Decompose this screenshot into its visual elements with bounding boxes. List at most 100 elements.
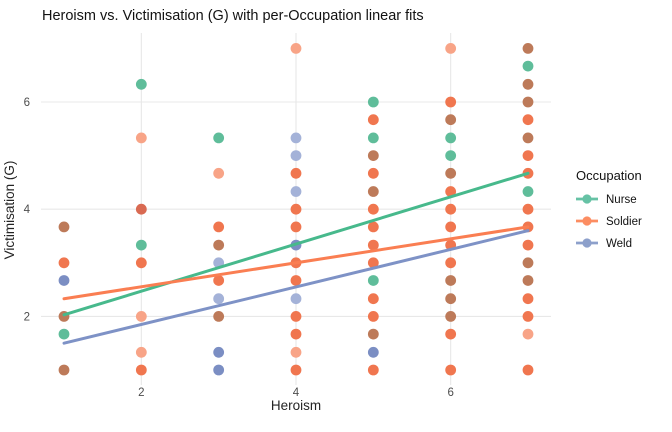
data-point (58, 275, 70, 286)
legend-key-dot (582, 216, 592, 226)
x-axis-tick-label: 2 (138, 387, 144, 399)
data-point (445, 311, 457, 322)
data-point (367, 239, 379, 251)
fit-lines (62, 171, 530, 345)
data-point (367, 293, 379, 305)
data-point (445, 203, 457, 215)
data-point (135, 239, 147, 251)
data-point (290, 275, 302, 286)
fit-line-weld (62, 229, 530, 345)
data-point (522, 186, 534, 197)
data-point (445, 96, 457, 108)
data-point (58, 257, 70, 269)
data-point (522, 96, 534, 108)
data-point (135, 132, 147, 144)
legend-key-dot (582, 238, 592, 248)
legend-key-dot (582, 194, 592, 204)
data-point (213, 293, 225, 305)
data-point (445, 43, 457, 54)
y-axis-tick-label: 4 (24, 204, 31, 216)
data-point (290, 150, 302, 162)
data-point (135, 311, 147, 322)
legend-item-weld: Weld (576, 238, 632, 250)
data-point (367, 150, 379, 162)
data-point (367, 364, 379, 376)
y-axis-tick-label: 6 (24, 97, 30, 109)
data-point (290, 328, 302, 340)
data-point (522, 114, 534, 126)
data-point (445, 293, 457, 305)
data-point (445, 328, 457, 340)
data-point (290, 364, 302, 376)
fit-line-nurse (62, 171, 530, 317)
data-point (290, 167, 302, 179)
data-point (213, 239, 225, 251)
data-point (290, 132, 302, 144)
data-point (367, 114, 379, 126)
data-point (213, 221, 225, 233)
data-point (367, 132, 379, 144)
data-point (135, 257, 147, 269)
data-point (445, 132, 457, 144)
data-point (135, 346, 147, 358)
legend-item-nurse: Nurse (576, 194, 637, 206)
data-point (522, 311, 534, 322)
data-point (213, 311, 225, 322)
data-point (522, 364, 534, 376)
data-point (213, 275, 225, 286)
data-point (522, 60, 534, 72)
legend-item-label: Soldier (606, 216, 642, 228)
data-point (367, 96, 379, 108)
data-points (58, 43, 534, 376)
x-axis-tick-label: 6 (447, 387, 453, 399)
data-point (290, 203, 302, 215)
data-point (213, 346, 225, 358)
data-point (445, 186, 457, 197)
data-point (367, 346, 379, 358)
data-point (367, 186, 379, 197)
legend: Occupation Nurse Soldier Weld (576, 168, 642, 250)
data-point (522, 132, 534, 144)
data-point (445, 221, 457, 233)
fit-line-soldier (62, 225, 530, 301)
x-axis-tick-label: 4 (293, 387, 300, 399)
data-point (522, 203, 534, 215)
data-point (213, 132, 225, 144)
data-point (522, 43, 534, 54)
data-point (213, 364, 225, 376)
data-point (213, 167, 225, 179)
data-point (58, 328, 70, 340)
data-point (135, 364, 147, 376)
y-axis-title: Victimisation (G) (2, 161, 17, 260)
data-point (367, 328, 379, 340)
data-point (522, 293, 534, 305)
data-point (290, 346, 302, 358)
data-point (58, 221, 70, 233)
data-point (445, 275, 457, 286)
data-point (522, 150, 534, 162)
data-point (367, 311, 379, 322)
data-point (290, 311, 302, 322)
data-point (445, 364, 457, 376)
x-axis-title: Heroism (271, 398, 321, 413)
chart-title: Heroism vs. Victimisation (G) with per-O… (42, 8, 424, 24)
data-point (522, 78, 534, 90)
data-point (367, 203, 379, 215)
legend-item-label: Weld (606, 238, 632, 250)
data-point (290, 221, 302, 233)
data-point (367, 167, 379, 179)
legend-item-soldier: Soldier (576, 216, 642, 228)
legend-title: Occupation (576, 168, 642, 183)
data-point (367, 257, 379, 269)
data-point (445, 167, 457, 179)
data-point (367, 221, 379, 233)
data-point (290, 186, 302, 197)
data-point (290, 293, 302, 305)
data-point (522, 328, 534, 340)
data-point (135, 78, 147, 90)
data-point (445, 114, 457, 126)
data-point (290, 43, 302, 54)
data-point (522, 275, 534, 286)
